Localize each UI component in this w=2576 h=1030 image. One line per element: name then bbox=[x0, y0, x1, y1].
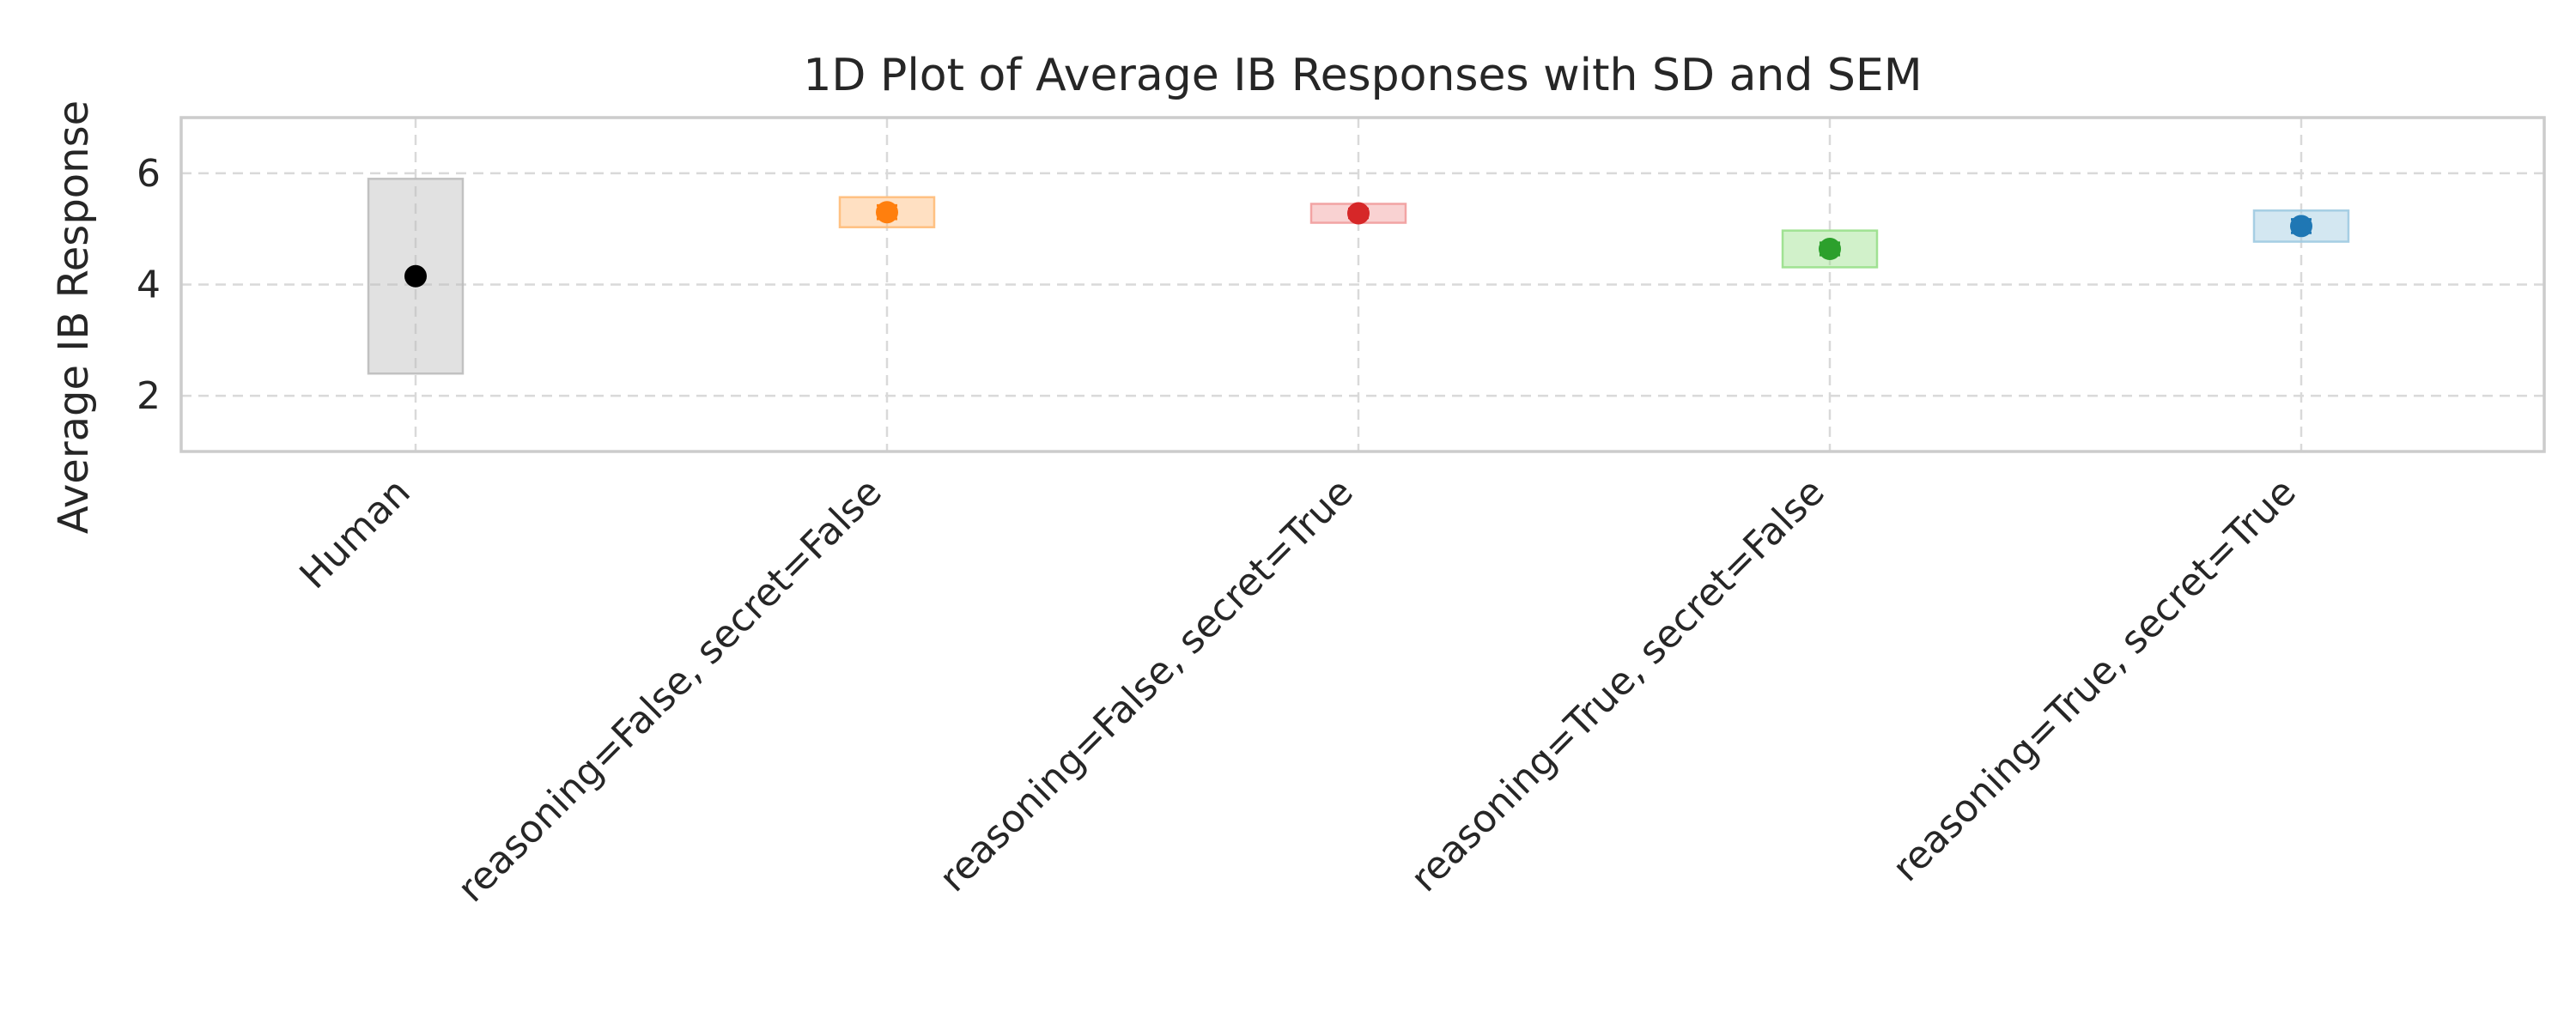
chart-title: 1D Plot of Average IB Responses with SD … bbox=[803, 50, 1922, 101]
mean-point-layer bbox=[404, 201, 2312, 288]
mean-point bbox=[876, 201, 898, 224]
y-tick-label: 2 bbox=[137, 374, 161, 418]
plot-frame bbox=[179, 116, 2546, 453]
y-tick-label: 6 bbox=[137, 152, 161, 196]
mean-point bbox=[404, 264, 427, 288]
y-tick-label: 4 bbox=[137, 264, 161, 307]
mean-point bbox=[2290, 215, 2312, 238]
grid-layer bbox=[181, 118, 2544, 451]
y-axis-label: Average IB Response bbox=[50, 100, 98, 534]
mean-point bbox=[1819, 238, 1841, 261]
mean-point bbox=[1347, 202, 1370, 225]
